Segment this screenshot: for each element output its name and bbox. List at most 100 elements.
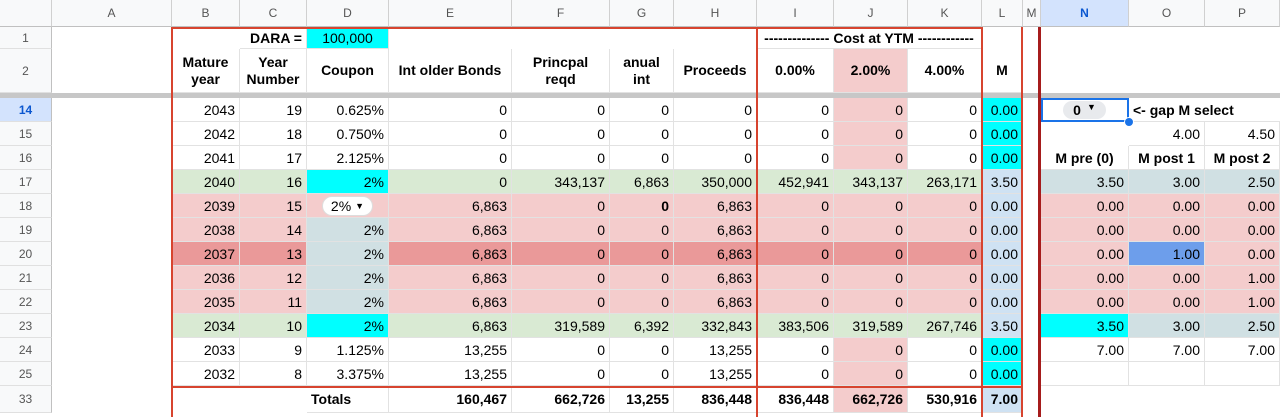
cell-o19[interactable]: 0.00 <box>1129 218 1205 242</box>
header-ytm2[interactable]: 2.00% <box>834 49 908 93</box>
cell-h19[interactable]: 6,863 <box>674 218 757 242</box>
cell-c19[interactable]: 14 <box>240 218 307 242</box>
cell-d14[interactable]: 0.625% <box>307 98 389 122</box>
cell-l20[interactable]: 0.00 <box>982 242 1023 266</box>
row-header-23[interactable]: 23 <box>0 314 52 338</box>
cell-o18[interactable]: 0.00 <box>1129 194 1205 218</box>
cell-p20[interactable]: 0.00 <box>1205 242 1280 266</box>
cell-d22[interactable]: 2% <box>307 290 389 314</box>
cell-l22[interactable]: 0.00 <box>982 290 1023 314</box>
cell-g24[interactable]: 0 <box>610 338 674 362</box>
cell-n25[interactable] <box>1041 362 1129 386</box>
cell-j21[interactable]: 0 <box>834 266 908 290</box>
cell-f16[interactable]: 0 <box>512 146 610 170</box>
cell-b18[interactable]: 2039 <box>172 194 240 218</box>
cell-c25[interactable]: 8 <box>240 362 307 386</box>
cell-b24[interactable]: 2033 <box>172 338 240 362</box>
dara-label[interactable]: DARA = <box>240 27 307 49</box>
cell-d23[interactable]: 2% <box>307 314 389 338</box>
cell-p24[interactable]: 7.00 <box>1205 338 1280 362</box>
column-header-g[interactable]: G <box>610 0 674 27</box>
cell-i21[interactable]: 0 <box>757 266 834 290</box>
cell-l21[interactable]: 0.00 <box>982 266 1023 290</box>
row-header-2[interactable]: 2 <box>0 49 52 93</box>
header-m[interactable]: M <box>982 49 1023 93</box>
row-header-14[interactable]: 14 <box>0 98 52 122</box>
cell-c17[interactable]: 16 <box>240 170 307 194</box>
coupon-dropdown[interactable]: 2% ▼ <box>321 195 374 216</box>
cell-j18[interactable]: 0 <box>834 194 908 218</box>
cell-k23[interactable]: 267,746 <box>908 314 982 338</box>
row-header-1[interactable]: 1 <box>0 27 52 49</box>
cell-j17[interactable]: 343,137 <box>834 170 908 194</box>
cell-d21[interactable]: 2% <box>307 266 389 290</box>
cell-l19[interactable]: 0.00 <box>982 218 1023 242</box>
column-header-e[interactable]: E <box>389 0 512 27</box>
cell-g25[interactable]: 0 <box>610 362 674 386</box>
column-header-o[interactable]: O <box>1129 0 1205 27</box>
totals-f[interactable]: 662,726 <box>512 386 610 413</box>
cell-k17[interactable]: 263,171 <box>908 170 982 194</box>
cell-o24[interactable]: 7.00 <box>1129 338 1205 362</box>
cell-g18[interactable]: 0 <box>610 194 674 218</box>
cell-e14[interactable]: 0 <box>389 98 512 122</box>
cell-f22[interactable]: 0 <box>512 290 610 314</box>
cell-b19[interactable]: 2038 <box>172 218 240 242</box>
gap-m-select-dropdown[interactable]: 0 ▼ <box>1063 100 1106 119</box>
coupon-dropdown-cell[interactable]: 2% ▼ <box>307 194 389 218</box>
totals-h[interactable]: 836,448 <box>674 386 757 413</box>
cell-k22[interactable]: 0 <box>908 290 982 314</box>
header-year-number[interactable]: Year Number <box>240 49 307 93</box>
cell-g16[interactable]: 0 <box>610 146 674 170</box>
totals-l[interactable]: 7.00 <box>982 386 1023 413</box>
cell-d19[interactable]: 2% <box>307 218 389 242</box>
cell-i19[interactable]: 0 <box>757 218 834 242</box>
row-header-25[interactable]: 25 <box>0 362 52 386</box>
cell-g22[interactable]: 0 <box>610 290 674 314</box>
cell-e21[interactable]: 6,863 <box>389 266 512 290</box>
cell-k16[interactable]: 0 <box>908 146 982 170</box>
cell-e17[interactable]: 0 <box>389 170 512 194</box>
cell-p23[interactable]: 2.50 <box>1205 314 1280 338</box>
cell-h15[interactable]: 0 <box>674 122 757 146</box>
fill-handle[interactable] <box>1124 117 1134 127</box>
cell-l24[interactable]: 0.00 <box>982 338 1023 362</box>
cell-h18[interactable]: 6,863 <box>674 194 757 218</box>
dara-value-cell[interactable]: 100,000 <box>307 27 389 49</box>
cell-d25[interactable]: 3.375% <box>307 362 389 386</box>
cell-f24[interactable]: 0 <box>512 338 610 362</box>
m-post1-header[interactable]: M post 1 <box>1129 146 1205 170</box>
cell-b20[interactable]: 2037 <box>172 242 240 266</box>
cell-n18[interactable]: 0.00 <box>1041 194 1129 218</box>
cell-l25[interactable]: 0.00 <box>982 362 1023 386</box>
cell-e22[interactable]: 6,863 <box>389 290 512 314</box>
cell-j22[interactable]: 0 <box>834 290 908 314</box>
cell-j14[interactable]: 0 <box>834 98 908 122</box>
cell-c16[interactable]: 17 <box>240 146 307 170</box>
cell-c14[interactable]: 19 <box>240 98 307 122</box>
header-int-older[interactable]: Int older Bonds <box>389 49 512 93</box>
cell-o17[interactable]: 3.00 <box>1129 170 1205 194</box>
cell-l18[interactable]: 0.00 <box>982 194 1023 218</box>
cell-i24[interactable]: 0 <box>757 338 834 362</box>
cell-c20[interactable]: 13 <box>240 242 307 266</box>
cell-n17[interactable]: 3.50 <box>1041 170 1129 194</box>
cell-h25[interactable]: 13,255 <box>674 362 757 386</box>
cell-o15[interactable]: 4.00 <box>1129 122 1205 146</box>
cell-k14[interactable]: 0 <box>908 98 982 122</box>
cell-c24[interactable]: 9 <box>240 338 307 362</box>
cell-d15[interactable]: 0.750% <box>307 122 389 146</box>
cell-b17[interactable]: 2040 <box>172 170 240 194</box>
cell-f19[interactable]: 0 <box>512 218 610 242</box>
cell-e24[interactable]: 13,255 <box>389 338 512 362</box>
cell-i23[interactable]: 383,506 <box>757 314 834 338</box>
cell-k18[interactable]: 0 <box>908 194 982 218</box>
cell-e20[interactable]: 6,863 <box>389 242 512 266</box>
column-header-m[interactable]: M <box>1023 0 1041 27</box>
cell-h21[interactable]: 6,863 <box>674 266 757 290</box>
column-header-f[interactable]: F <box>512 0 610 27</box>
cell-b14[interactable]: 2043 <box>172 98 240 122</box>
cell-b21[interactable]: 2036 <box>172 266 240 290</box>
column-header-k[interactable]: K <box>908 0 982 27</box>
cell-n19[interactable]: 0.00 <box>1041 218 1129 242</box>
